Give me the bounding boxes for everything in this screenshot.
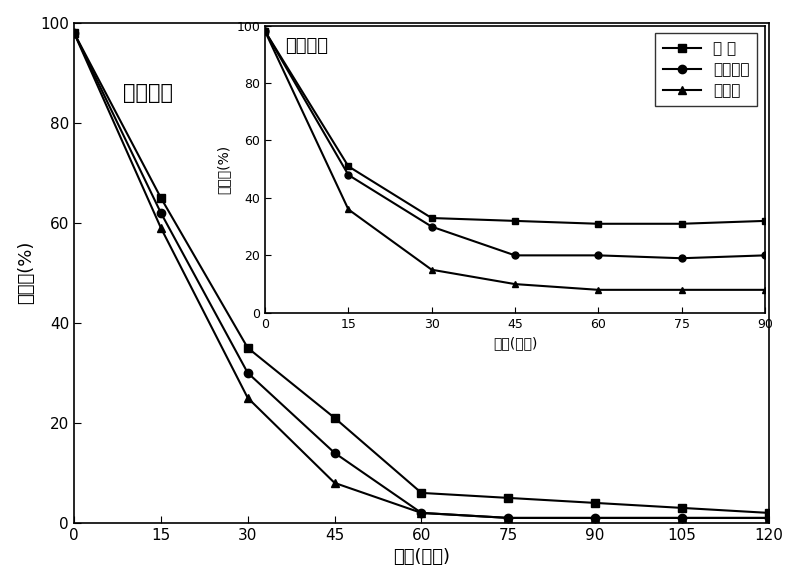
乙硫醇 <box>417 510 426 517</box>
乙硫醇 <box>330 479 339 486</box>
甲 苯 <box>156 194 166 201</box>
X-axis label: 时间(分钟): 时间(分钟) <box>493 336 537 350</box>
乙硫醇 <box>678 514 687 521</box>
乙酸乙酯 <box>243 370 253 377</box>
乙酸乙酯 <box>590 514 600 521</box>
乙硫醇 <box>590 514 600 521</box>
乙酸乙酯 <box>330 449 339 456</box>
Y-axis label: 吸附率(%): 吸附率(%) <box>217 145 230 194</box>
X-axis label: 时间(分钟): 时间(分钟) <box>393 549 450 566</box>
Text: 吸附曲线: 吸附曲线 <box>285 37 328 55</box>
乙硫醇 <box>503 514 513 521</box>
甲 苯 <box>764 510 774 517</box>
Y-axis label: 降解率(%): 降解率(%) <box>17 241 34 304</box>
乙酸乙酯 <box>764 514 774 521</box>
乙硫醇 <box>156 224 166 231</box>
Line: 乙酸乙酯: 乙酸乙酯 <box>70 29 773 522</box>
乙酸乙酯 <box>156 209 166 216</box>
Legend: 甲 苯, 乙酸乙酯, 乙硫醇: 甲 苯, 乙酸乙酯, 乙硫醇 <box>655 33 758 106</box>
乙酸乙酯 <box>503 514 513 521</box>
乙酸乙酯 <box>417 510 426 517</box>
乙硫醇 <box>243 394 253 401</box>
乙硫醇 <box>764 514 774 521</box>
Line: 乙硫醇: 乙硫醇 <box>70 29 773 522</box>
Line: 甲 苯: 甲 苯 <box>70 29 773 517</box>
甲 苯 <box>590 500 600 507</box>
甲 苯 <box>678 504 687 511</box>
甲 苯 <box>243 345 253 352</box>
乙酸乙酯 <box>69 29 78 36</box>
Text: 降解曲线: 降解曲线 <box>122 83 173 103</box>
甲 苯 <box>417 489 426 496</box>
甲 苯 <box>503 494 513 501</box>
乙酸乙酯 <box>678 514 687 521</box>
甲 苯 <box>330 415 339 422</box>
甲 苯 <box>69 29 78 36</box>
乙硫醇 <box>69 29 78 36</box>
